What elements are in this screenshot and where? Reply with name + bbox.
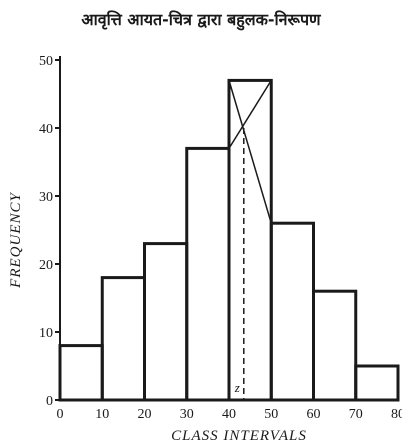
x-tick-label: 40 [222,407,236,422]
x-tick-label: 70 [349,407,363,422]
diagonal-line-2 [228,80,272,149]
chart-title: आवृत्ति आयत-चित्र द्वारा बहुलक-निरूपण [81,10,321,29]
bar-5 [269,221,315,402]
y-tick-label: 20 [39,258,53,273]
x-tick-label: 10 [95,407,109,422]
bar-6 [312,289,358,402]
bar-2 [143,242,189,402]
bar-0 [58,344,104,402]
bar-7 [354,364,400,402]
mode-construction [228,80,272,400]
x-tick-label: 80 [391,407,402,422]
mode-label: z [234,380,240,395]
x-tick-label: 50 [264,407,278,422]
x-tick-label: 20 [138,407,152,422]
y-tick-label: 50 [39,54,53,69]
histogram-bars [58,78,400,402]
y-tick-label: 0 [46,394,53,409]
y-tick-labels: 0 10 20 30 40 50 [39,54,60,409]
bar-3 [185,146,231,402]
x-tick-label: 30 [180,407,194,422]
y-tick-label: 10 [39,326,53,341]
x-tick-label: 0 [57,407,64,422]
bar-4 [227,78,273,402]
x-tick-label: 60 [307,407,321,422]
y-tick-label: 30 [39,190,53,205]
diagonal-line-1 [228,80,272,224]
bar-1 [100,276,146,402]
y-axis-label: FREQUENCY [8,192,24,289]
x-axis-label: CLASS INTERVALS [171,428,307,444]
y-tick-label: 40 [39,122,53,137]
x-tick-labels: 0 10 20 30 40 50 60 70 80 [57,407,402,422]
